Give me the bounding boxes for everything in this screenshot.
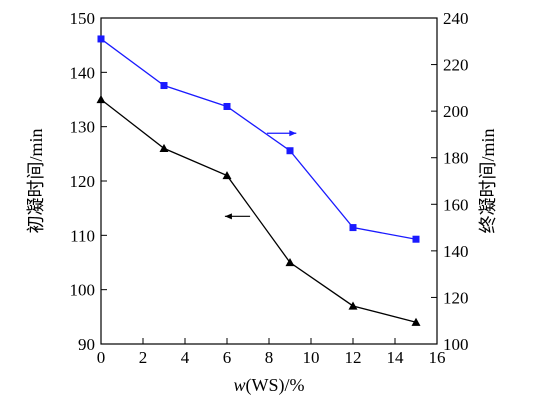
series-left-point bbox=[159, 143, 169, 152]
x-tick-label: 16 bbox=[429, 348, 446, 367]
y-right-tick-label: 100 bbox=[443, 335, 469, 354]
y-axis-left-label: 初凝时间/min bbox=[26, 128, 46, 233]
x-axis-label-italic: w bbox=[234, 375, 246, 395]
y-left-tick-label: 140 bbox=[70, 63, 96, 82]
series-left-point bbox=[348, 301, 358, 310]
y-left-tick-label: 150 bbox=[70, 9, 96, 28]
series-left-point bbox=[222, 171, 232, 180]
y-right-tick-label: 180 bbox=[443, 149, 469, 168]
series-right-point bbox=[286, 147, 294, 155]
y-left-tick-label: 90 bbox=[78, 335, 95, 354]
y-left-tick-label: 110 bbox=[70, 226, 95, 245]
axis-arrow-left-head bbox=[224, 213, 232, 220]
x-tick-label: 8 bbox=[265, 348, 274, 367]
y-right-tick-label: 200 bbox=[443, 102, 469, 121]
series-right-line bbox=[100, 38, 417, 240]
y-right-tick-label: 220 bbox=[443, 56, 469, 75]
x-tick-label: 2 bbox=[139, 348, 148, 367]
x-ticks: 0 2 4 6 8 10 12 14 16 bbox=[97, 338, 446, 367]
y-right-tick-label: 140 bbox=[443, 242, 469, 261]
y-left-tick-label: 100 bbox=[70, 281, 96, 300]
y-left-tick-label: 130 bbox=[70, 118, 96, 137]
x-tick-label: 14 bbox=[387, 348, 405, 367]
y-right-tick-label: 120 bbox=[443, 288, 469, 307]
y-axis-right-label: 终凝时间/min bbox=[478, 128, 498, 233]
x-axis-label-rest: (WS)/% bbox=[246, 375, 305, 396]
series-left-line bbox=[100, 98, 417, 323]
x-tick-label: 10 bbox=[303, 348, 320, 367]
x-tick-label: 6 bbox=[223, 348, 232, 367]
series-left-point bbox=[96, 95, 106, 104]
x-tick-label: 4 bbox=[181, 348, 190, 367]
series-left-point bbox=[285, 258, 295, 267]
series-right-point bbox=[412, 235, 420, 243]
axis-arrow-right-head bbox=[289, 130, 297, 137]
y-left-tick-label: 120 bbox=[70, 172, 96, 191]
y-right-tick-label: 240 bbox=[443, 9, 469, 28]
plot-frame bbox=[100, 17, 438, 345]
series-layer bbox=[96, 35, 421, 326]
y-right-tick-label: 160 bbox=[443, 195, 469, 214]
x-tick-label: 12 bbox=[345, 348, 362, 367]
x-axis-label: w(WS)/% bbox=[234, 375, 305, 396]
y-left-ticks: 90 100 110 120 130 140 150 bbox=[70, 9, 107, 354]
series-right-point bbox=[160, 82, 168, 90]
y-right-ticks: 100 120 140 160 180 200 220 240 bbox=[431, 9, 469, 354]
series-right-point bbox=[349, 224, 357, 232]
series-right-point bbox=[97, 35, 105, 43]
annotation-layer bbox=[224, 130, 297, 220]
x-tick-label: 0 bbox=[97, 348, 106, 367]
series-left-point bbox=[411, 317, 421, 326]
series-right-point bbox=[223, 102, 231, 110]
